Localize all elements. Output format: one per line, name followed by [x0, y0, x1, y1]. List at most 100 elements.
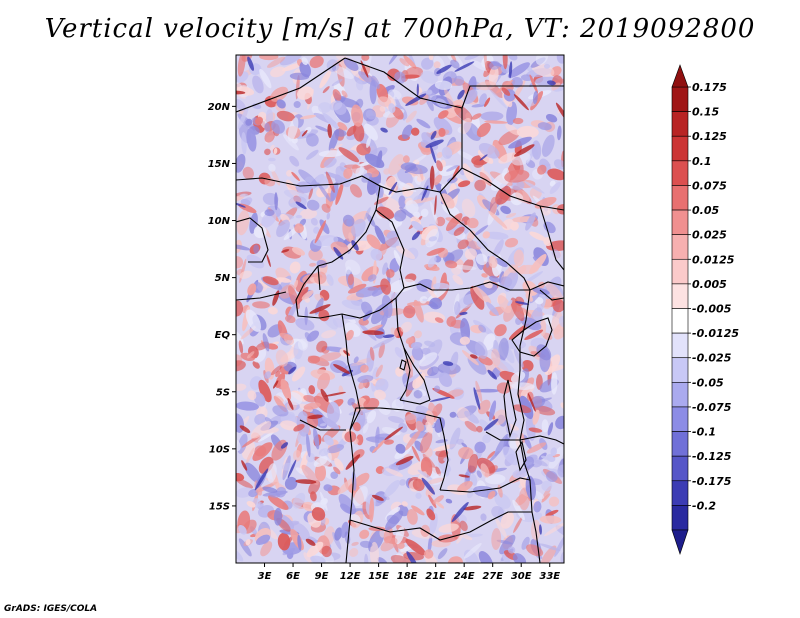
colorbar-swatch [671, 308, 689, 334]
border-line [531, 511, 541, 563]
colorbar-label: -0.0125 [692, 327, 739, 340]
lon-tick-label: 21E [425, 571, 446, 582]
colorbar-label: 0.05 [692, 204, 719, 217]
border-line [295, 265, 343, 319]
border-line [236, 175, 381, 187]
lon-tick-label: 12E [340, 571, 361, 582]
border-line [299, 419, 346, 431]
map-title: Vertical velocity [m/s] at 700hPa, VT: 2… [44, 14, 756, 44]
grads-credit: GrADS: IGES/COLA [4, 604, 98, 614]
border-line [345, 429, 355, 563]
colorbar-bottom-arrow [671, 529, 689, 555]
colorbar-swatch [671, 505, 689, 531]
colorbar-swatch [671, 455, 689, 482]
border-line [515, 440, 527, 472]
border-line [349, 511, 532, 541]
border-line [317, 265, 321, 291]
border-line [511, 317, 553, 357]
border-line [399, 399, 431, 405]
border-line [236, 217, 269, 263]
border-line [236, 291, 287, 301]
colorbar-top-arrow [671, 64, 689, 88]
map-frame [235, 54, 565, 564]
lat-tick-label: 5S [216, 387, 230, 398]
velocity-field [236, 55, 564, 563]
lon-tick-label: 27E [482, 571, 503, 582]
border-line [236, 57, 346, 113]
colorbar: 0.175 0.15 0.125 0.1 0.075 0.05 0.025 0.0125 0.0… [671, 64, 739, 555]
colorbar-swatch [671, 209, 689, 235]
border-line [539, 205, 564, 271]
colorbar-swatch [671, 406, 689, 432]
border-line [461, 85, 564, 109]
border-line [439, 191, 531, 291]
border-line [439, 435, 449, 491]
colorbar-swatch [671, 382, 689, 408]
colorbar-swatch [671, 258, 689, 285]
border-line [399, 359, 407, 371]
colorbar-label: 0.0125 [692, 253, 735, 266]
border-line [439, 477, 531, 493]
colorbar-swatch [671, 480, 689, 506]
lon-tick-label: 9E [315, 571, 329, 582]
border-line [539, 289, 564, 301]
lat-tick-label: 10S [209, 444, 230, 455]
colorbar-label: -0.005 [692, 303, 732, 316]
colorbar-swatch [671, 86, 689, 112]
colorbar-swatch [671, 160, 689, 186]
border-line [461, 167, 564, 211]
lat-tick-label: 10N [208, 216, 231, 227]
border-line [517, 289, 531, 441]
colorbar-label: -0.1 [692, 426, 716, 439]
lat-tick-label: EQ [215, 330, 231, 341]
colorbar-label: -0.125 [692, 450, 732, 463]
border-line [485, 431, 564, 445]
border-line [503, 379, 517, 438]
border-line [375, 209, 405, 289]
colorbar-swatch [671, 431, 689, 457]
colorbar-label: 0.075 [692, 179, 727, 192]
lon-tick-label: 3E [258, 571, 272, 582]
border-line [432, 281, 564, 291]
border-line [519, 439, 533, 513]
colorbar-label: 0.175 [692, 81, 727, 94]
colorbar-swatch [671, 234, 689, 260]
colorbar-swatch [671, 111, 689, 137]
country-borders [236, 57, 564, 563]
colorbar-label: 0.1 [692, 155, 712, 168]
colorbar-label: -0.075 [692, 401, 732, 414]
colorbar-label: 0.125 [692, 130, 727, 143]
colorbar-label: 0.005 [692, 278, 727, 291]
colorbar-label: -0.175 [692, 475, 732, 488]
border-line [399, 347, 411, 401]
latitude-axis: 20N 15N 10N 5N EQ 5S 10S 15S [208, 102, 236, 512]
colorbar-swatch [671, 185, 689, 211]
lon-tick-label: 6E [286, 571, 300, 582]
lon-tick-label: 18E [397, 571, 418, 582]
colorbar-label: 0.15 [692, 106, 719, 119]
lon-tick-label: 15E [368, 571, 389, 582]
colorbar-swatch [671, 135, 689, 162]
lat-tick-label: 5N [215, 273, 231, 284]
longitude-axis: 3E 6E 9E 12E 15E 18E 21E 24E 27E 30E 33E [258, 563, 560, 582]
lat-tick-label: 15S [209, 501, 230, 512]
border-line [341, 313, 361, 431]
lon-tick-label: 30E [511, 571, 532, 582]
border-line [379, 108, 463, 193]
border-line [349, 407, 445, 437]
colorbar-swatch [671, 357, 689, 383]
colorbar-label: -0.025 [692, 352, 732, 365]
lat-tick-label: 20N [208, 102, 231, 113]
colorbar-label: 0.025 [692, 229, 727, 242]
lon-tick-label: 24E [454, 571, 475, 582]
colorbar-swatch [671, 332, 689, 359]
lat-tick-label: 15N [208, 159, 231, 170]
colorbar-label: -0.05 [692, 376, 724, 389]
colorbar-label: -0.2 [692, 499, 716, 512]
border-line [395, 297, 431, 401]
border-line [344, 57, 463, 109]
colorbar-swatch [671, 283, 689, 309]
border-line [317, 185, 381, 267]
lon-tick-label: 33E [539, 571, 560, 582]
